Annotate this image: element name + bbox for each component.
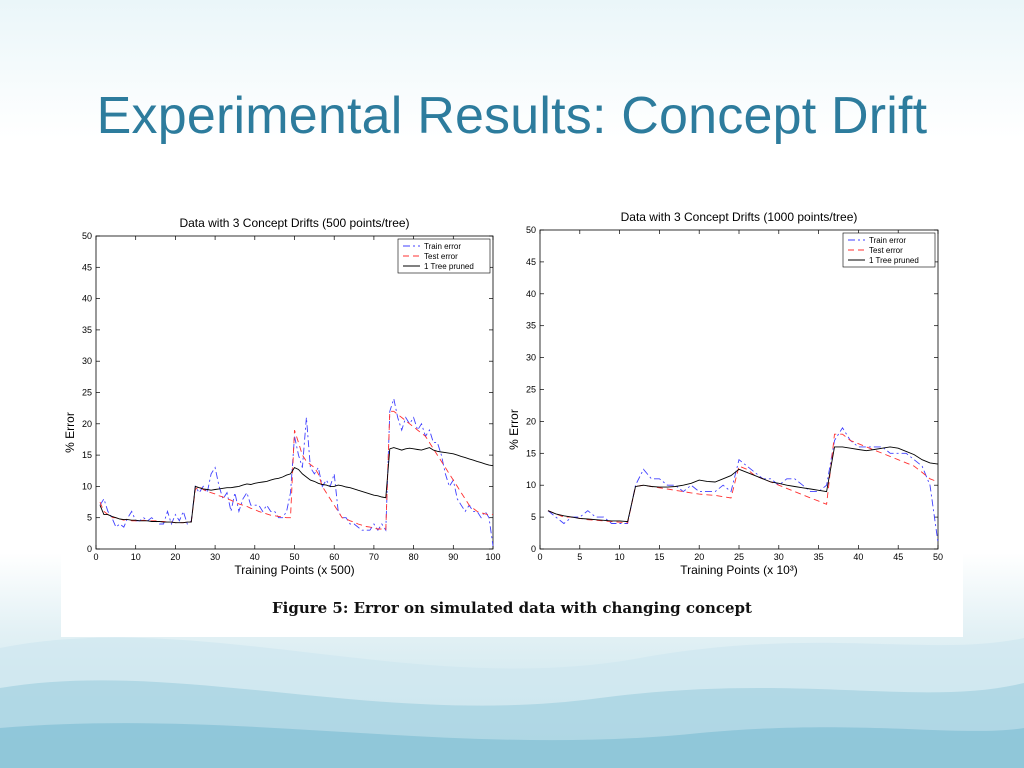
series-line-3 (547, 446, 939, 523)
x-tick-label: 20 (694, 552, 704, 562)
decorative-wave (0, 637, 1024, 768)
x-tick-label: 30 (210, 552, 220, 562)
y-tick-label: 45 (82, 262, 92, 272)
x-tick-label: 100 (485, 552, 500, 562)
x-axis-label: Training Points (x 500) (234, 563, 354, 577)
y-tick-label: 0 (87, 544, 92, 554)
x-tick-label: 0 (93, 552, 98, 562)
series-line-2 (99, 410, 493, 531)
y-tick-label: 40 (82, 294, 92, 304)
y-axis-label: % Error (63, 412, 77, 453)
y-tick-label: 15 (82, 450, 92, 460)
y-tick-label: 40 (526, 289, 536, 299)
x-tick-label: 40 (853, 552, 863, 562)
chart-title: Data with 3 Concept Drifts (1000 points/… (621, 210, 858, 224)
x-tick-label: 15 (654, 552, 664, 562)
y-tick-label: 30 (526, 353, 536, 363)
y-tick-label: 0 (531, 544, 536, 554)
x-tick-label: 80 (409, 552, 419, 562)
y-tick-label: 25 (526, 385, 536, 395)
y-tick-label: 10 (82, 481, 92, 491)
y-tick-label: 10 (526, 480, 536, 490)
series-line-2 (547, 433, 939, 524)
slide-title: Experimental Results: Concept Drift (96, 87, 928, 145)
x-tick-label: 10 (615, 552, 625, 562)
x-tick-label: 50 (933, 552, 943, 562)
figure-charts: Data with 3 Concept Drifts (500 points/t… (63, 210, 943, 577)
x-axis-label: Training Points (x 10³) (680, 563, 798, 577)
legend-label: Train error (424, 242, 461, 251)
x-tick-label: 10 (131, 552, 141, 562)
x-tick-label: 20 (170, 552, 180, 562)
y-axis-label: % Error (507, 409, 521, 450)
legend-label: 1 Tree pruned (869, 256, 919, 265)
x-tick-label: 35 (814, 552, 824, 562)
y-tick-label: 25 (82, 388, 92, 398)
y-tick-label: 5 (531, 512, 536, 522)
x-tick-label: 45 (893, 552, 903, 562)
legend-label: 1 Tree pruned (424, 262, 474, 271)
plot-frame (539, 229, 939, 550)
figure-panel: Data with 3 Concept Drifts (500 points/t… (61, 207, 963, 637)
chart-1: Data with 3 Concept Drifts (500 points/t… (63, 216, 501, 577)
legend-label: Train error (869, 236, 906, 245)
x-tick-label: 70 (369, 552, 379, 562)
x-tick-label: 60 (329, 552, 339, 562)
chart-title: Data with 3 Concept Drifts (500 points/t… (179, 216, 409, 230)
x-tick-label: 25 (734, 552, 744, 562)
chart-2: Data with 3 Concept Drifts (1000 points/… (507, 210, 943, 577)
legend-label: Test error (869, 246, 903, 255)
legend-label: Test error (424, 252, 458, 261)
x-tick-label: 50 (289, 552, 299, 562)
y-tick-label: 20 (82, 419, 92, 429)
series-line-1 (547, 426, 939, 543)
figure-caption: Figure 5: Error on simulated data with c… (272, 599, 752, 617)
x-tick-label: 0 (537, 552, 542, 562)
series-line-1 (99, 397, 494, 546)
x-tick-label: 90 (448, 552, 458, 562)
y-tick-label: 45 (526, 257, 536, 267)
y-tick-label: 20 (526, 416, 536, 426)
y-tick-label: 30 (82, 356, 92, 366)
y-tick-label: 15 (526, 448, 536, 458)
y-tick-label: 50 (82, 231, 92, 241)
y-tick-label: 50 (526, 225, 536, 235)
y-tick-label: 5 (87, 513, 92, 523)
legend-box (842, 232, 936, 268)
x-tick-label: 5 (577, 552, 582, 562)
plot-frame (95, 235, 494, 550)
y-tick-label: 35 (526, 321, 536, 331)
series-line-3 (99, 447, 494, 524)
x-tick-label: 40 (250, 552, 260, 562)
y-tick-label: 35 (82, 325, 92, 335)
x-tick-label: 30 (774, 552, 784, 562)
